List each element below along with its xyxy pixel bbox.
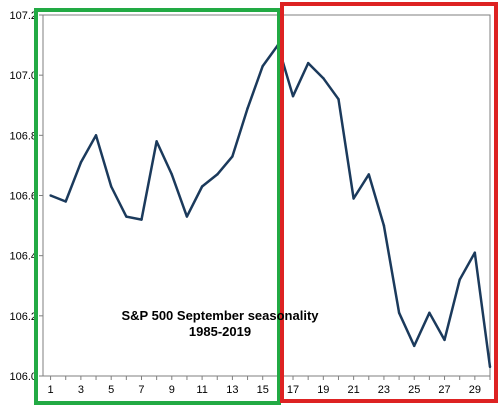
second-half-highlight-box — [280, 2, 498, 403]
data-point — [231, 155, 234, 158]
x-tick-label: 9 — [169, 384, 175, 396]
data-point — [109, 185, 113, 188]
data-point — [306, 61, 310, 65]
data-point — [185, 215, 189, 218]
data-point — [382, 224, 386, 227]
data-point — [367, 173, 370, 176]
chart-subtitle: 1985-2019 — [189, 324, 251, 339]
x-tick-label: 17 — [287, 384, 299, 396]
y-tick-label: 106.6 — [9, 191, 37, 203]
data-point — [488, 365, 492, 369]
x-axis: 1 3 5 7 9 11 13 15 17 19 21 23 25 27 29 — [48, 376, 491, 396]
data-point — [49, 194, 52, 197]
x-tick-label: 21 — [348, 384, 360, 396]
data-point — [125, 215, 128, 218]
x-tick-label: 15 — [257, 384, 269, 396]
x-tick-label: 29 — [469, 384, 481, 396]
data-point — [413, 344, 416, 348]
y-tick-label: 106.0 — [9, 371, 37, 383]
x-tick-label: 27 — [438, 384, 450, 396]
data-point — [352, 197, 355, 200]
y-tick-label: 106.4 — [9, 251, 37, 263]
data-point — [155, 140, 158, 143]
data-point — [337, 98, 340, 101]
series-line — [50, 43, 492, 368]
data-point — [261, 64, 264, 68]
data-point — [216, 173, 219, 176]
x-tick-label: 19 — [317, 384, 329, 396]
data-point — [291, 95, 295, 98]
data-point — [397, 311, 401, 315]
series-layer — [49, 43, 492, 369]
data-point — [64, 200, 67, 203]
y-tick-label: 106.8 — [9, 130, 37, 142]
x-tick-label: 1 — [48, 384, 54, 396]
data-point — [246, 107, 249, 110]
x-tick-label: 13 — [226, 384, 238, 396]
x-tick-label: 3 — [78, 384, 84, 396]
y-tick-label: 106.2 — [9, 311, 37, 323]
chart-title: S&P 500 September seasonality — [121, 308, 319, 323]
x-tick-label: 23 — [378, 384, 390, 396]
data-point — [170, 173, 173, 176]
data-point — [443, 338, 446, 342]
highlight-boxes — [34, 2, 498, 405]
x-tick-label: 5 — [108, 384, 114, 396]
first-half-highlight-box — [34, 8, 281, 405]
y-tick-label: 107.2 — [9, 10, 37, 22]
data-point — [458, 278, 461, 281]
x-tick-label: 25 — [408, 384, 420, 396]
data-point — [140, 218, 143, 221]
data-point — [473, 251, 477, 254]
plot-area — [42, 14, 491, 377]
y-tick-label: 107.0 — [9, 70, 37, 82]
data-point — [322, 76, 325, 80]
data-point — [428, 311, 431, 315]
data-point — [94, 134, 98, 137]
x-tick-label: 11 — [196, 384, 207, 396]
y-axis: 106.0 106.2 106.4 106.6 106.8 107.0 107.2 — [9, 10, 43, 383]
data-point — [79, 161, 83, 164]
x-tick-label: 7 — [138, 384, 144, 396]
data-point — [200, 185, 204, 188]
